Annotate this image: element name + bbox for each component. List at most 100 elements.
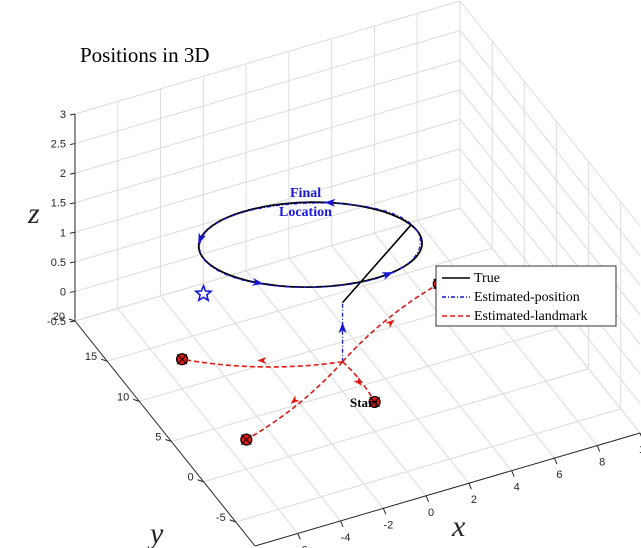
y-tick-mark <box>133 398 140 402</box>
y-tick-label: 0 <box>187 472 193 484</box>
axis-edges <box>68 113 641 547</box>
grid-floor-y <box>203 368 589 483</box>
grid-floor-x <box>416 220 598 446</box>
landmark-arrow <box>353 376 362 386</box>
z-tick-label: 0 <box>60 286 66 298</box>
x-axis-label: x <box>451 510 466 543</box>
grid-back-z <box>74 0 461 115</box>
y-tick-mark <box>165 439 172 443</box>
z-tick-mark <box>69 290 76 293</box>
z-tick-label: 2.5 <box>51 139 66 151</box>
grid-back-z <box>74 118 461 233</box>
x-tick-label: 10 <box>639 444 641 456</box>
grid-back-z <box>74 30 461 145</box>
direction-arrow <box>324 198 336 207</box>
y-tick-mark <box>68 318 76 322</box>
y-tick-label: 5 <box>155 432 161 444</box>
tick-labels: -6 -4 -2 0 2 4 6 8 10 -5 0 5 10 15 20-0.5 0 0.5 1 1.5 2 2.5 3 <box>47 109 641 548</box>
chart-title: Positions in 3D <box>80 43 210 67</box>
x-tick-mark <box>596 445 601 452</box>
grid-side-z <box>459 59 641 286</box>
z-tick-label: 3 <box>60 109 66 121</box>
y-tick-label: 15 <box>85 351 97 363</box>
x-tick-label: 2 <box>471 494 477 506</box>
arrowhead <box>198 232 207 245</box>
direction-arrow <box>198 232 207 245</box>
final-location-label-line2: Location <box>279 205 332 220</box>
x-tick-mark <box>511 470 515 477</box>
ascent-arrow <box>338 322 347 334</box>
grid-floor-x <box>117 308 299 534</box>
y-tick-label: 20 <box>53 311 65 323</box>
grid-back-z <box>74 177 461 292</box>
direction-arrow <box>381 272 394 280</box>
arrowhead <box>385 319 395 329</box>
z-tick-mark <box>69 172 76 175</box>
final-location-star <box>193 283 214 303</box>
z-tick-label: 2 <box>60 168 66 180</box>
legend-entry-true: True <box>474 271 500 286</box>
arrowhead <box>290 395 300 404</box>
arrowhead <box>353 376 362 386</box>
y-tick-mark <box>229 519 236 523</box>
legend: True Estimated-position Estimated-landma… <box>435 265 617 327</box>
arrowhead <box>381 272 394 280</box>
landmark-true-marker <box>369 396 381 408</box>
grid-back-z <box>74 89 461 204</box>
z-tick-label: 1.5 <box>51 198 66 210</box>
x-tick-mark <box>639 432 641 437</box>
z-tick-mark <box>69 261 76 264</box>
ascent-join <box>341 224 412 304</box>
grid-floor-x <box>331 245 513 471</box>
z-tick-label: 1 <box>60 227 66 239</box>
arrowhead <box>257 357 267 365</box>
x-tick-mark <box>340 520 344 528</box>
x-tick-mark <box>553 457 558 465</box>
x-tick-mark <box>425 495 430 502</box>
direction-arrow <box>251 277 264 286</box>
grid-floor-y <box>235 408 621 523</box>
x-axis-line <box>254 432 641 547</box>
plot-series <box>175 198 445 446</box>
grid-floor-x <box>245 270 427 497</box>
x-tick-mark <box>382 508 387 515</box>
y-tick-label: -5 <box>216 512 226 524</box>
legend-entry-estimated-position: Estimated-position <box>474 290 580 305</box>
legend-entry-estimated-landmark: Estimated-landmark <box>474 309 588 324</box>
z-tick-mark <box>69 113 76 116</box>
final-location-label-line1: Final <box>290 186 321 201</box>
z-tick-mark <box>69 320 76 323</box>
x-tick-label: 8 <box>599 457 605 469</box>
x-tick-label: 0 <box>428 507 434 519</box>
z-tick-mark <box>69 202 76 205</box>
landmark-arrow <box>385 319 395 329</box>
grid-side-z <box>459 148 641 375</box>
y-axis-line <box>74 320 256 547</box>
grid-side-z <box>459 0 641 227</box>
grid-floor-y <box>171 328 557 443</box>
y-tick-mark <box>197 479 204 483</box>
landmark-true-marker <box>176 353 188 365</box>
landmark-true-marker <box>240 434 252 445</box>
start-label: Start <box>350 395 379 410</box>
landmark-arrow <box>257 357 267 365</box>
z-tick-label: -0.5 <box>47 316 66 328</box>
x-tick-label: 6 <box>556 469 562 481</box>
z-axis-label: z <box>27 197 40 230</box>
y-tick-label: 10 <box>117 391 129 403</box>
landmark-arrow <box>290 395 300 404</box>
grid-floor-x <box>288 257 470 484</box>
grid-floor-x <box>374 232 555 459</box>
arrowhead <box>251 277 264 286</box>
grid-floor-y <box>107 247 493 362</box>
x-tick-label: -4 <box>341 532 351 544</box>
grid-floor-x <box>160 295 341 522</box>
y-tick-mark <box>100 358 108 362</box>
x-tick-mark <box>297 533 301 540</box>
grid-back-z <box>74 59 461 174</box>
z-tick-label: 0.5 <box>51 257 66 269</box>
grid-back-z <box>74 207 461 322</box>
landmark-estimate-path <box>342 361 376 403</box>
arrowhead <box>324 198 336 207</box>
